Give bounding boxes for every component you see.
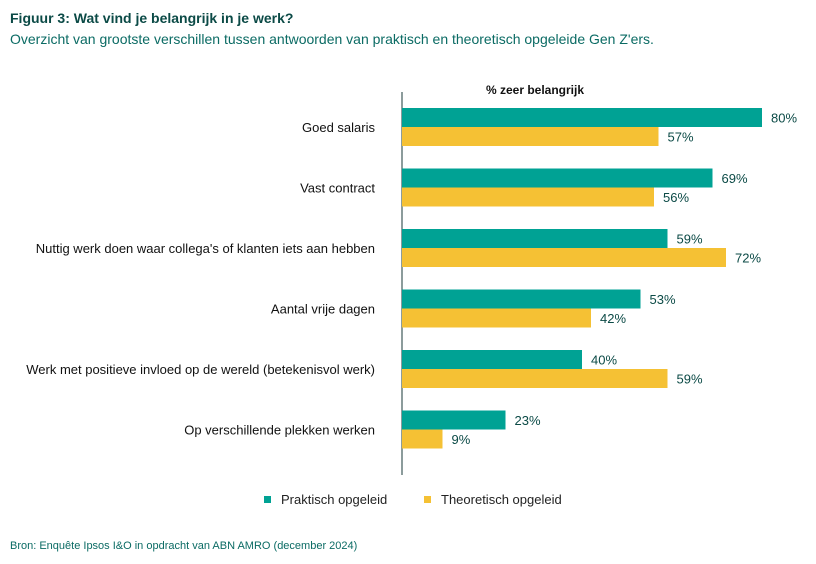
data-label: 53%: [650, 292, 676, 307]
data-label: 72%: [735, 251, 761, 266]
bar: [402, 248, 726, 267]
legend-swatch: [424, 496, 431, 503]
chart-title: Figuur 3: Wat vind je belangrijk in je w…: [10, 10, 294, 26]
data-label: 59%: [677, 372, 703, 387]
bar: [402, 429, 443, 449]
data-label: 57%: [668, 130, 694, 145]
data-label: 69%: [722, 171, 748, 186]
data-label: 42%: [600, 311, 626, 326]
bar: [402, 187, 654, 207]
category-label: Nuttig werk doen waar collega's of klant…: [36, 241, 375, 256]
chart-subtitle: Overzicht van grootste verschillen tusse…: [10, 31, 654, 47]
bar: [402, 229, 668, 248]
source-note: Bron: Enquête Ipsos I&O in opdracht van …: [10, 540, 358, 552]
bar: [402, 350, 582, 369]
bar-chart: % zeer belangrijk Goed salaris 80% 57% Vast …: [26, 83, 797, 475]
bar: [402, 410, 506, 430]
legend-swatch: [264, 496, 271, 503]
bar: [402, 168, 713, 188]
category-label: Aantal vrije dagen: [271, 302, 375, 317]
data-label: 56%: [663, 190, 689, 205]
data-label: 23%: [515, 413, 541, 428]
chart-legend: Praktisch opgeleid Theoretisch opgeleid: [0, 492, 816, 512]
bar: [402, 127, 659, 146]
category-label: Vast contract: [300, 181, 375, 196]
chart-axis-title: % zeer belangrijk: [486, 83, 584, 97]
category-label: Op verschillende plekken werken: [184, 423, 375, 438]
legend-item: Praktisch opgeleid: [264, 492, 387, 507]
bar: [402, 369, 668, 388]
category-label: Goed salaris: [302, 120, 375, 135]
data-label: 9%: [452, 432, 471, 447]
data-label: 40%: [591, 353, 617, 368]
category-label: Werk met positieve invloed op de wereld …: [26, 362, 375, 377]
bar: [402, 308, 591, 328]
legend-item: Theoretisch opgeleid: [424, 492, 562, 507]
data-label: 80%: [771, 111, 797, 126]
bar: [402, 289, 641, 309]
bar: [402, 108, 762, 127]
data-label: 59%: [677, 232, 703, 247]
legend-label: Praktisch opgeleid: [281, 492, 388, 507]
legend-label: Theoretisch opgeleid: [441, 492, 562, 507]
